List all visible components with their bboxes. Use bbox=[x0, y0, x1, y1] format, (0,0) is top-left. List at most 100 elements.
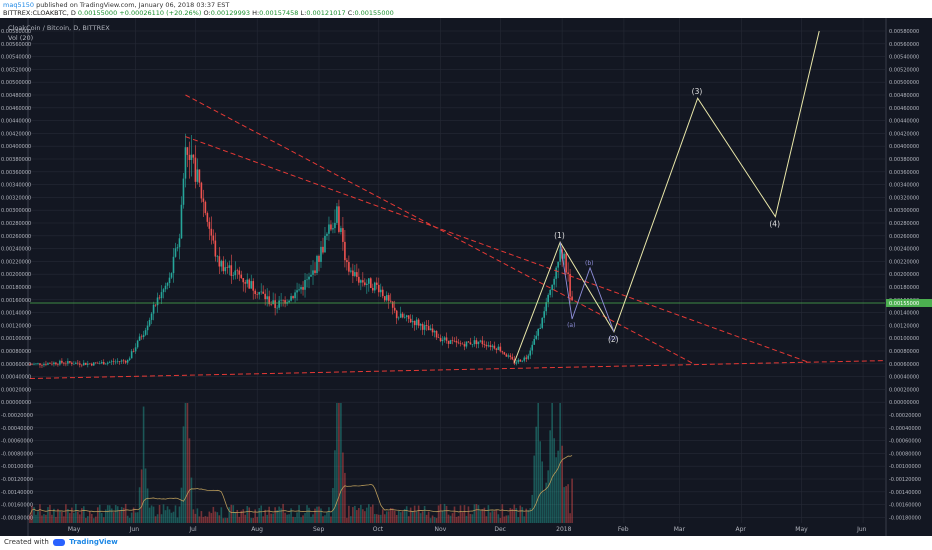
candle bbox=[192, 154, 195, 158]
candle bbox=[294, 292, 296, 299]
volume-bar bbox=[102, 517, 105, 523]
candle bbox=[427, 326, 430, 331]
y-tick-right: 0.00200000 bbox=[889, 272, 919, 278]
candle bbox=[411, 320, 414, 323]
candle bbox=[535, 335, 538, 339]
volume-bar bbox=[447, 514, 450, 523]
candle bbox=[409, 318, 412, 323]
candle bbox=[238, 270, 241, 275]
candle bbox=[475, 340, 478, 345]
volume-bar bbox=[126, 515, 129, 523]
volume-bar bbox=[346, 517, 348, 523]
candle bbox=[150, 313, 153, 320]
candle bbox=[316, 255, 318, 273]
trendline[interactable] bbox=[29, 360, 886, 380]
time-axis: May Jun Jul Aug Sep Oct Nov Dec 2018 Feb Mar Apr May… bbox=[68, 526, 867, 533]
volume-bar bbox=[88, 511, 91, 523]
corrective-label: (b) bbox=[585, 260, 594, 267]
volume-bar bbox=[419, 513, 422, 523]
candle bbox=[346, 260, 348, 263]
volume-bar bbox=[535, 426, 538, 523]
volume-bars bbox=[29, 403, 573, 523]
brand-link[interactable]: TradingView bbox=[69, 538, 118, 546]
volume-bar bbox=[202, 516, 205, 523]
volume-bar bbox=[312, 514, 314, 523]
author-link[interactable]: maq5150 bbox=[3, 1, 34, 9]
volume-bar bbox=[479, 510, 482, 523]
volume-bar bbox=[371, 504, 374, 523]
volume-bar bbox=[294, 517, 296, 523]
footer: Created with TradingView bbox=[0, 536, 932, 550]
candle bbox=[170, 273, 173, 278]
volume-bar bbox=[57, 508, 59, 523]
candle bbox=[35, 363, 37, 365]
candle bbox=[421, 324, 424, 330]
candle bbox=[258, 292, 260, 295]
candles bbox=[29, 133, 573, 369]
candle bbox=[246, 279, 249, 284]
candle bbox=[340, 228, 342, 232]
volume-bar bbox=[475, 504, 478, 523]
candle bbox=[126, 359, 129, 363]
candle bbox=[366, 283, 368, 285]
volume-bar bbox=[162, 504, 165, 523]
volume-bar bbox=[180, 487, 183, 523]
candle bbox=[463, 344, 466, 347]
candle bbox=[379, 289, 382, 293]
candle bbox=[342, 228, 344, 242]
candle bbox=[537, 328, 540, 336]
candle bbox=[459, 343, 462, 344]
elliott-wave-path[interactable] bbox=[513, 30, 820, 363]
volume-bar bbox=[158, 504, 161, 523]
candle bbox=[395, 310, 398, 319]
y-tick-left: 0.00360000 bbox=[1, 170, 31, 176]
close-value: 0.00155000 bbox=[354, 9, 394, 17]
candle bbox=[569, 273, 571, 297]
volume-bar bbox=[306, 505, 308, 523]
volume-bar bbox=[256, 516, 259, 523]
volume-bar bbox=[144, 468, 147, 523]
volume-bar bbox=[156, 514, 159, 523]
candle bbox=[407, 315, 410, 319]
volume-bar bbox=[63, 516, 65, 523]
volume-bar bbox=[332, 488, 334, 523]
y-tick-right: 0.00420000 bbox=[889, 131, 919, 137]
y-tick-right: 0.00060000 bbox=[889, 362, 919, 368]
candle bbox=[214, 240, 217, 257]
volume-bar bbox=[134, 512, 137, 523]
candle bbox=[144, 330, 147, 335]
candle bbox=[324, 235, 326, 253]
candle bbox=[557, 261, 559, 268]
volume-bar bbox=[242, 509, 245, 523]
volume-bar bbox=[264, 509, 266, 523]
trendline[interactable] bbox=[185, 136, 810, 363]
volume-bar bbox=[270, 513, 272, 523]
volume-bar bbox=[551, 403, 553, 523]
candle bbox=[533, 338, 536, 345]
chart-area[interactable]: (1) (2) (3) (4) (a) (b) (c) 0.00580000 0.005800… bbox=[0, 18, 932, 536]
volume-bar bbox=[515, 508, 518, 523]
candle bbox=[98, 363, 101, 364]
candle bbox=[218, 256, 221, 267]
price-chart[interactable]: (1)(2)(3)(4)(a)(b)(c) 0.00580000 0.005800… bbox=[0, 18, 932, 536]
corrective-wave-path[interactable] bbox=[559, 242, 615, 332]
volume-bar bbox=[146, 488, 149, 523]
volume-bar bbox=[527, 509, 530, 523]
candle bbox=[465, 341, 468, 347]
candle bbox=[79, 363, 81, 365]
candle bbox=[41, 365, 43, 366]
candle bbox=[85, 362, 87, 365]
volume-bar bbox=[467, 506, 470, 523]
volume-bar bbox=[220, 507, 223, 523]
volume-bar bbox=[487, 505, 490, 523]
volume-bar bbox=[344, 472, 346, 523]
symbol-label[interactable]: BITTREX:CLOAKBTC, D bbox=[3, 9, 76, 17]
volume-bar bbox=[212, 506, 215, 523]
candle bbox=[477, 341, 480, 345]
volume-bar bbox=[421, 511, 424, 523]
candle bbox=[322, 246, 324, 253]
candle bbox=[485, 344, 488, 347]
candle bbox=[439, 337, 442, 342]
candle bbox=[77, 362, 79, 364]
chart-header: maq5150 published on TradingView.com, Ja… bbox=[0, 0, 932, 18]
